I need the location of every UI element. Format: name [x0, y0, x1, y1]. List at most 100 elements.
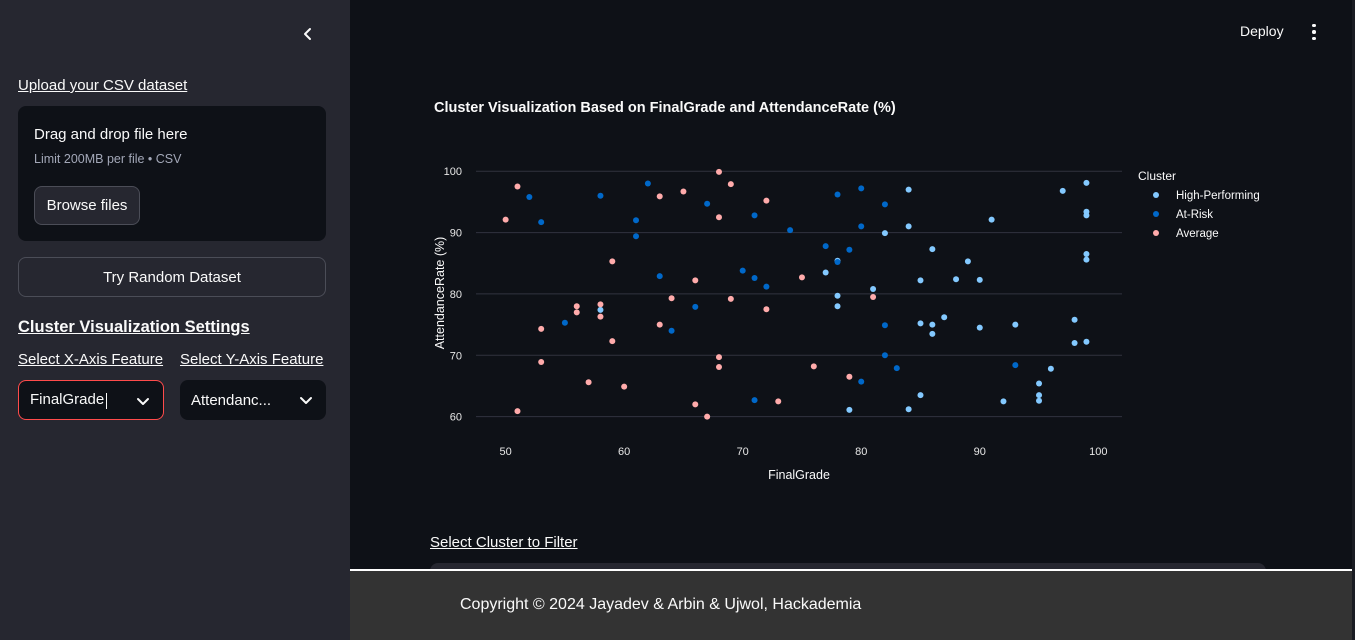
data-point [976, 276, 983, 283]
data-point [692, 401, 699, 408]
legend-title: Cluster [1138, 169, 1176, 183]
data-point [834, 259, 841, 266]
data-point [881, 201, 888, 208]
data-point [585, 379, 592, 386]
kebab-dot-icon [1312, 30, 1316, 34]
x-axis-select-label: Select X-Axis Feature [18, 351, 164, 368]
cluster-scatter-chart[interactable]: 60 70 80 90 100 50 60 70 80 90 100 FinalGrade Attend… [350, 0, 1355, 520]
chart-title: Cluster Visualization Based on FinalGrad… [434, 100, 896, 116]
data-point [763, 306, 770, 313]
data-point [834, 303, 841, 310]
y-axis-select-label: Select Y-Axis Feature [180, 351, 324, 368]
data-point [751, 397, 758, 404]
kebab-dot-icon [1312, 23, 1316, 28]
data-point [609, 258, 616, 265]
data-point [846, 373, 853, 380]
data-point [834, 292, 841, 299]
settings-heading: Cluster Visualization Settings [18, 318, 250, 336]
data-point [538, 359, 545, 366]
data-point [976, 324, 983, 331]
data-point [609, 338, 616, 345]
drag-drop-text: Drag and drop file here [34, 126, 188, 143]
browse-files-button[interactable]: Browse files [34, 186, 140, 225]
y-tick-label: 70 [450, 350, 462, 362]
data-point [870, 286, 877, 293]
data-point [846, 406, 853, 413]
data-point [763, 197, 770, 204]
footer: Copyright © 2024 Jayadev & Arbin & Ujwol… [350, 569, 1352, 640]
data-point [727, 181, 734, 188]
data-point [692, 303, 699, 310]
data-point [751, 212, 758, 219]
main-menu-button[interactable] [1305, 21, 1323, 43]
x-tick-label: 50 [500, 446, 512, 458]
data-point [656, 193, 663, 200]
data-point [573, 309, 580, 316]
data-point [644, 180, 651, 187]
chevron-left-icon [304, 28, 311, 40]
data-point [514, 408, 521, 415]
data-point [715, 354, 722, 361]
x-axis-label: FinalGrade [768, 468, 830, 482]
text-cursor [106, 392, 108, 409]
main-content: Deploy 60 70 80 90 100 50 60 70 80 90 100 FinalGrad… [350, 0, 1355, 640]
file-limit-text: Limit 200MB per file • CSV [34, 152, 182, 166]
y-tick-label: 100 [444, 166, 462, 178]
data-point [1036, 397, 1043, 404]
y-axis-select[interactable]: Attendanc... [180, 380, 326, 420]
cluster-filter-select[interactable] [430, 563, 1266, 573]
data-point [633, 217, 640, 224]
y-tick-label: 80 [450, 289, 462, 301]
y-tick-label: 90 [450, 228, 462, 240]
legend-marker [1153, 192, 1159, 198]
legend-label: At-Risk [1176, 209, 1213, 221]
data-point [917, 277, 924, 284]
data-point [787, 227, 794, 234]
data-point [561, 319, 568, 326]
data-point [715, 214, 722, 221]
data-point [668, 327, 675, 334]
data-point [704, 200, 711, 207]
data-point [870, 294, 877, 300]
data-point [739, 267, 746, 274]
data-point [538, 219, 545, 226]
data-point [822, 269, 829, 276]
data-point [988, 216, 995, 223]
data-point [905, 223, 912, 230]
data-point [1012, 362, 1019, 369]
data-point [715, 168, 722, 175]
scrollbar-track [1352, 0, 1355, 640]
file-uploader-dropzone[interactable]: Drag and drop file here Limit 200MB per … [18, 106, 326, 241]
data-point [1036, 380, 1043, 387]
kebab-dot-icon [1312, 36, 1316, 41]
data-point [597, 301, 604, 308]
y-axis-select-value: Attendanc... [191, 391, 272, 409]
deploy-button[interactable]: Deploy [1240, 23, 1284, 39]
data-point [775, 398, 782, 405]
data-point [905, 406, 912, 413]
data-point [727, 295, 734, 302]
data-point [858, 223, 865, 230]
collapse-sidebar-button[interactable] [294, 20, 322, 48]
data-point [858, 378, 865, 385]
data-point [1047, 365, 1054, 372]
footer-copyright: Copyright © 2024 Jayadev & Arbin & Ujwol… [460, 596, 862, 613]
data-point [881, 352, 888, 359]
data-point [514, 183, 521, 190]
data-point [1071, 340, 1078, 347]
x-axis-select[interactable]: FinalGrade [18, 380, 164, 420]
y-axis-label: AttendanceRate (%) [433, 237, 447, 350]
data-point [917, 320, 924, 327]
data-point [953, 276, 960, 283]
x-tick-label: 90 [974, 446, 986, 458]
data-point [715, 363, 722, 370]
data-point [858, 185, 865, 192]
x-tick-label: 70 [737, 446, 749, 458]
chevron-down-icon [137, 398, 149, 405]
try-random-dataset-button[interactable]: Try Random Dataset [18, 257, 326, 297]
data-point [881, 322, 888, 329]
data-point [881, 230, 888, 237]
data-point [751, 274, 758, 281]
data-point [846, 246, 853, 253]
data-point [929, 321, 936, 328]
